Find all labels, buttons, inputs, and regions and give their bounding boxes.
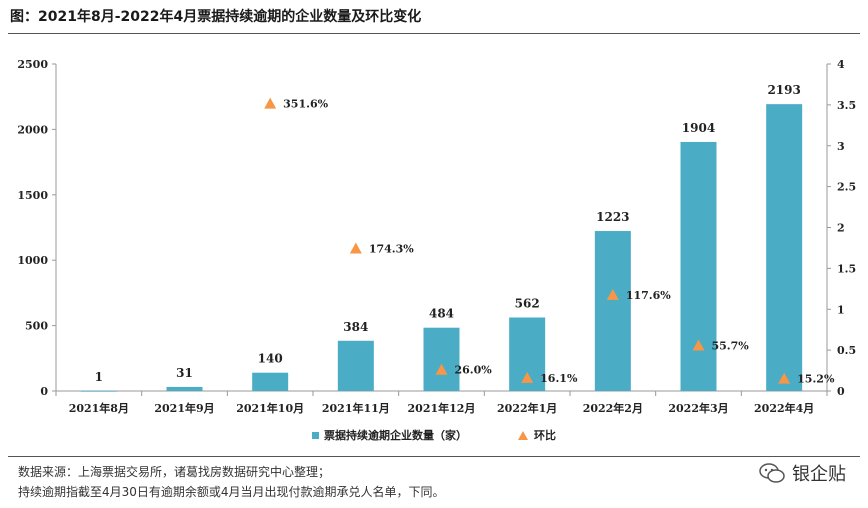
y-right-tick-label: 1 [837,303,845,316]
x-tick-label: 2021年8月 [69,401,129,415]
x-tick-label: 2021年10月 [236,401,304,415]
y-right-tick-label: 0 [837,385,845,398]
watermark-text: 银企贴 [792,464,846,485]
ratio-marker [606,288,619,300]
source-line-1: 数据来源：上海票据交易所，诸葛找房数据研究中心整理； [18,465,331,479]
ratio-label: 55.7% [712,339,750,352]
ratio-marker [521,371,534,383]
watermark: 银企贴 [758,460,846,486]
ratio-label: 351.6% [283,98,328,111]
y-left-tick-label: 1500 [17,189,48,202]
source-line-2: 持续逾期指截至4月30日有逾期余额或4月当月出现付款逾期承兑人名单，下同。 [18,485,445,499]
x-tick-label: 2021年12月 [408,401,476,415]
y-left-tick-label: 1000 [17,254,48,267]
bar-value-label: 31 [176,366,193,380]
wechat-icon [759,463,785,483]
y-right-tick-label: 0.5 [837,344,856,357]
x-tick-label: 2021年9月 [154,401,214,415]
bar-value-label: 1 [95,370,103,384]
y-left-tick-label: 500 [25,320,48,333]
legend-marker-label: 环比 [534,428,556,442]
bar [423,327,460,391]
bar-value-label: 562 [515,296,540,310]
ratio-label: 26.0% [455,364,493,377]
bar [594,231,631,391]
y-right-tick-label: 4 [837,58,845,71]
y-right-tick-label: 3.5 [837,99,856,112]
bar [337,340,374,391]
bar-value-label: 2193 [767,83,800,97]
y-left-tick-label: 0 [40,385,48,398]
ratio-marker [264,97,277,109]
bar [166,386,203,391]
bar-value-label: 1904 [682,121,715,135]
footer-divider [8,456,860,457]
y-right-tick-label: 1.5 [837,262,856,275]
y-right-tick-label: 2.5 [837,181,856,194]
legend-bar-swatch [312,432,319,439]
legend-bar-label: 票据持续逾期企业数量（家） [324,428,467,442]
bar [680,141,717,391]
y-right-tick-label: 3 [837,140,845,153]
title-divider [8,33,860,34]
legend-marker-swatch [518,431,528,440]
x-tick-label: 2022年4月 [754,401,814,415]
x-tick-label: 2022年3月 [668,401,728,415]
chart-title: 图：2021年8月-2022年4月票据持续逾期的企业数量及环比变化 [10,9,422,25]
bar-value-label: 140 [258,352,283,366]
y-left-tick-label: 2000 [17,123,48,136]
bar [80,390,117,392]
bar-value-label: 1223 [596,210,629,224]
y-left-tick-label: 2500 [17,58,48,71]
chart: 0 500 1000 1500 2000 2500 0 0.5 1 1.5 2 2.5 3 3.5 4 202… [17,58,856,442]
ratio-label: 16.1% [540,372,578,385]
x-tick-label: 2021年11月 [322,401,390,415]
ratio-label: 15.2% [797,373,835,386]
ratio-marker [778,372,791,384]
ratio-label: 174.3% [369,243,414,256]
bar [766,104,803,391]
ratio-marker [435,363,448,375]
x-tick-label: 2022年2月 [583,401,643,415]
ratio-marker [349,242,362,254]
bar [252,372,289,391]
bar-value-label: 384 [343,320,368,334]
source-note: 数据来源：上海票据交易所，诸葛找房数据研究中心整理； 持续逾期指截至4月30日有… [18,462,445,502]
ratio-marker [692,339,705,351]
bar-value-label: 484 [429,307,454,321]
ratio-label: 117.6% [626,289,671,302]
x-tick-label: 2022年1月 [497,401,557,415]
y-right-tick-label: 2 [837,222,845,235]
